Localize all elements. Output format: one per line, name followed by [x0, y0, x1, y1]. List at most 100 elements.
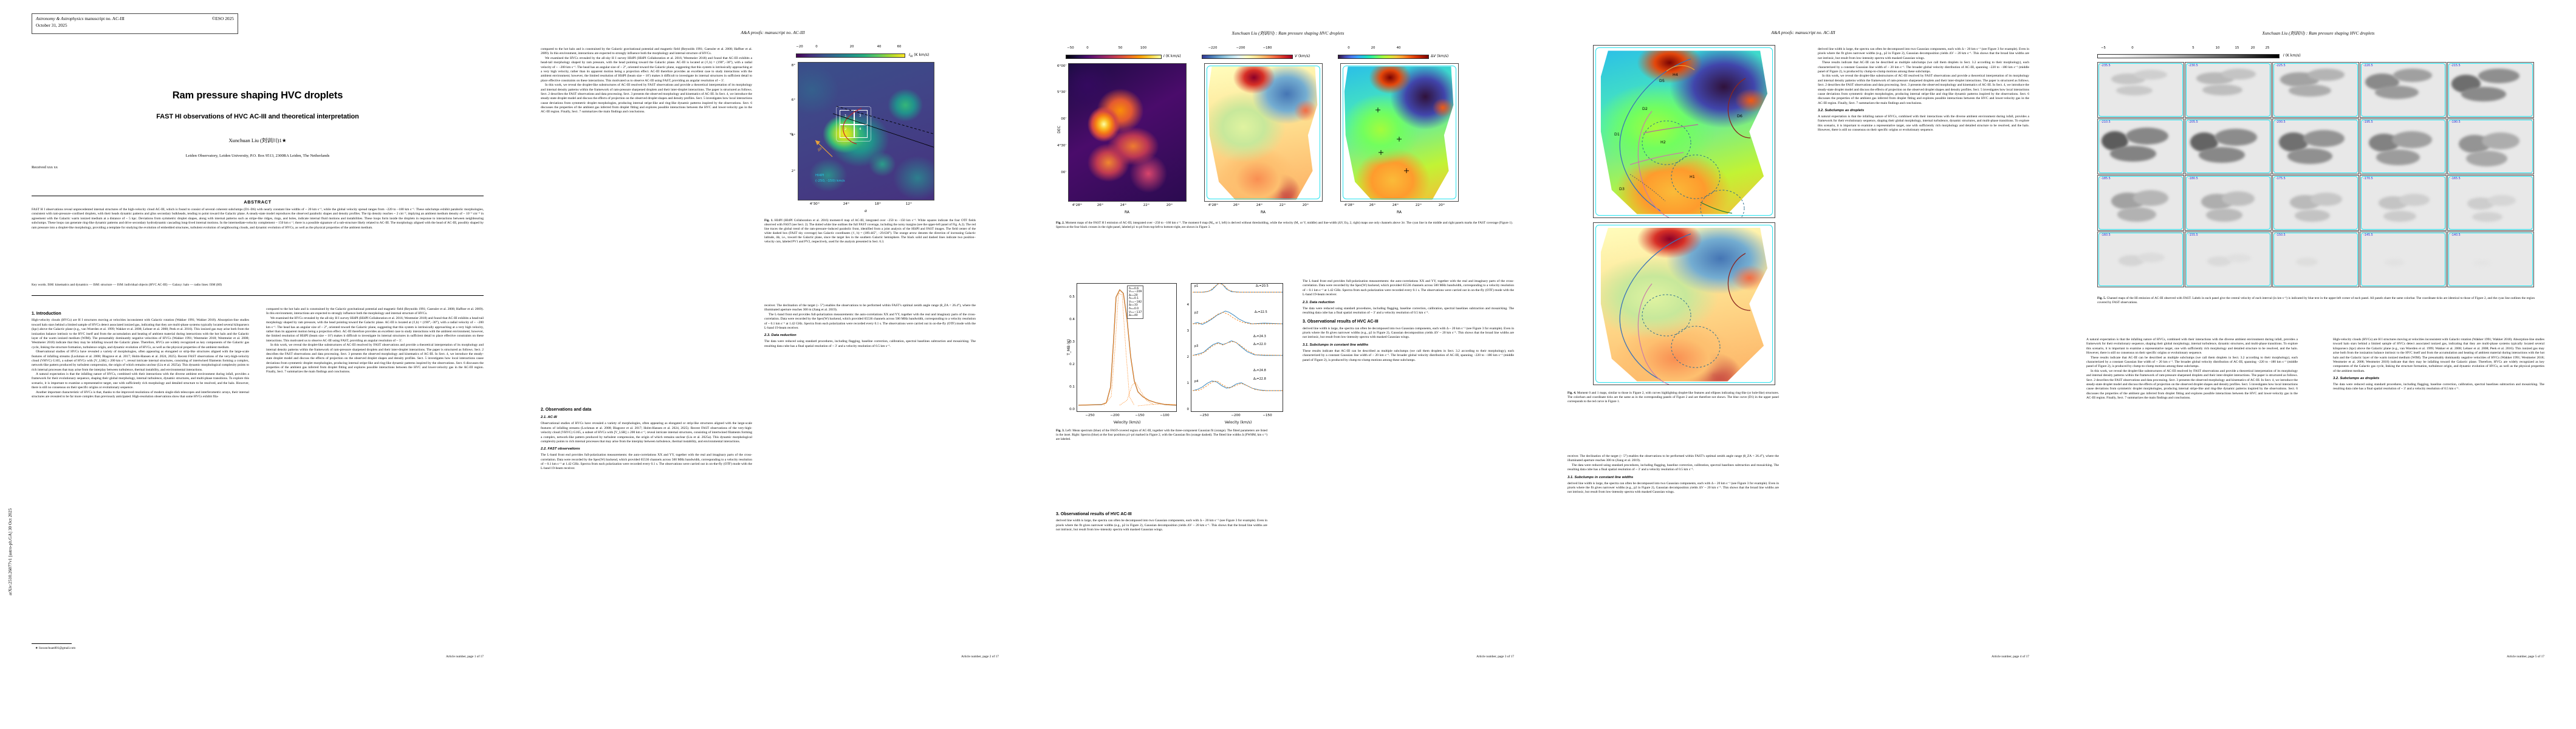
channel-image — [2448, 232, 2533, 287]
fig2-xtick: 22ᵐ — [1143, 204, 1150, 207]
fig1-ytick: 6° — [791, 98, 795, 102]
fig4-label-D5: D5 — [1659, 78, 1665, 83]
paragraph: receiver. The declination of the target … — [764, 304, 976, 312]
channel-map: -225.5 — [2272, 62, 2359, 118]
page5-column-2: High-velocity clouds (HVCs) are H I stru… — [2333, 338, 2544, 635]
fig3-trace-width-p4-a: Δ₁=24.8 — [1253, 369, 1266, 372]
paragraph: These results indicate that AC-III can b… — [1818, 61, 2029, 74]
section-heading-fast-obs: 2.2. FAST observations — [541, 447, 580, 451]
page2-column-1: compared to the hot halo and is constrai… — [541, 47, 752, 400]
fit-param: V₃=−137 — [1129, 310, 1142, 314]
abstract-label: ABSTRACT — [244, 199, 272, 205]
fig1-caption-label: Fig. 1. — [764, 219, 773, 222]
page2-column-1-lower: 2. Observations and data 2.1. AC-III Obs… — [541, 403, 752, 634]
channel-map: -195.5 — [2360, 118, 2447, 174]
fig3-left-ytick: 0.2 — [1069, 363, 1075, 366]
paragraph: Observational studies of HVCs have revea… — [541, 422, 752, 443]
fig4-bottom-image-data — [1600, 227, 1768, 382]
fig1-xtick: 12ᵐ — [905, 202, 913, 206]
paragraph: The data were reduced using standard pro… — [2333, 383, 2544, 391]
fig4-label-D3: D3 — [1619, 187, 1625, 191]
paragraph: receiver. The declination of the target … — [1567, 454, 1779, 463]
section-heading-observations: 2. Observations and data — [541, 408, 592, 412]
fig1-box-label-4: 4 — [859, 128, 862, 131]
footnote-divider — [32, 643, 72, 644]
fig2-panelB-axes — [1204, 63, 1323, 202]
fig3-trace-width-p2: Δ₁=22.5 — [1255, 310, 1267, 314]
page-1: arXiv:2510.26077v1 [astro-ph.GA] 30 Oct … — [0, 0, 515, 729]
channel-map: -165.5 — [2447, 175, 2534, 231]
fit-param: Δ₃=40 — [1129, 314, 1138, 318]
paragraph: Another important characteristic of HVCs… — [32, 390, 249, 399]
paragraph: High-velocity clouds (HVCs) are H I stru… — [32, 318, 249, 349]
keywords-label: Key words. — [32, 283, 47, 287]
channel-map: -200.5 — [2272, 118, 2359, 174]
fig2-xtick: 26ᵐ — [1097, 204, 1104, 207]
channel-map: -185.5 — [2097, 175, 2184, 231]
received-line: Received xxx xx — [32, 165, 58, 169]
fig3-right-ytick: 2 — [1187, 355, 1189, 359]
fig2-panelC-colorbar-ticks: 0 20 40 — [1348, 46, 1401, 50]
fig2-xtick: 22ᵐ — [1279, 204, 1286, 207]
page3-column-2: The L-band front end provides full-polar… — [1303, 279, 1514, 632]
page4-column-2: derived line width is large, the spectra… — [1818, 47, 2029, 631]
paragraph: In this work, we reveal the droplet-like… — [541, 83, 752, 114]
fig3-trace-width-p4-b: Δ₂=22.8 — [1253, 377, 1266, 381]
page5-column-1: A natural expectation is that the infall… — [2086, 338, 2298, 635]
arxiv-stamp: arXiv:2510.26077v1 [astro-ph.GA] 30 Oct … — [7, 508, 13, 595]
running-head: Xunchuan Liu (刘训川) : Ram pressure shapin… — [1231, 31, 1345, 36]
running-head: A&A proofs: manuscript no. AC-III — [741, 30, 805, 35]
fig3-right-x-axis-title: Velocity (km/s) — [1224, 420, 1252, 425]
paragraph: In this work, we reveal the droplet-like… — [1818, 74, 2029, 105]
paragraph: compared to the hot halo and is constrai… — [266, 307, 484, 316]
fig2-y-axis-title: DEC — [1057, 126, 1061, 134]
paragraph: These results indicate that AC-III can b… — [2086, 355, 2298, 369]
fig2-x-axis-title: RA — [1396, 210, 1402, 214]
section-heading-results: 3. Observational results of HVC AC-III — [1303, 320, 1379, 324]
fig2-caption-label: Fig. 2. — [1056, 221, 1065, 225]
channel-map: -230.5 — [2185, 62, 2272, 118]
fig3-trace-width-p3-a: Δ₁=24.3 — [1253, 335, 1266, 338]
fig1-xtick: 4ʰ30ᵐ — [809, 202, 820, 206]
page-title: Ram pressure shaping HVC droplets — [172, 90, 343, 101]
fig1-survey-label: HI4PI — [815, 174, 824, 177]
page-footer: Article number, page 1 of 17 — [445, 655, 484, 659]
fit-param: Δ₂=33 — [1129, 304, 1138, 307]
fig2-panelC-axes — [1340, 63, 1459, 202]
footnote-email: ★ liuxunchuan001@gmail.com — [35, 646, 76, 650]
paragraph: The L-band front end provides full-polar… — [1303, 279, 1514, 297]
fig1-colorbar — [796, 53, 905, 58]
channel-map: -170.5 — [2360, 175, 2447, 231]
affiliation: Leiden Observatory, Leiden University, P… — [185, 154, 330, 158]
fig4-label-H2: H2 — [1660, 140, 1666, 145]
fig2-x-axis-title: RA — [1260, 210, 1266, 214]
abstract-rule-bottom — [32, 295, 484, 296]
fig4-caption-label: Fig. 4. — [1567, 391, 1577, 395]
channel-velocity-label: -200.5 — [2276, 120, 2286, 124]
fig3-trace-width-p1: Δ₁=20.5 — [1256, 284, 1269, 288]
fig3-trace-label-p2: p2 — [1194, 311, 1199, 315]
fig3-left-ytick: 0.0 — [1069, 408, 1075, 411]
fig3-right-spectra-plot — [1192, 284, 1283, 391]
fig3-left-xtick: −250 — [1085, 414, 1095, 417]
fig1-image-data — [798, 63, 934, 200]
keywords-body: ISM: kinematics and dynamics — ISM: stru… — [47, 283, 222, 287]
page-3: Xunchuan Liu (刘训川) : Ram pressure shapin… — [1030, 0, 1546, 729]
fig3-left-xtick: −150 — [1135, 414, 1145, 417]
fig5-colorbar — [2097, 54, 2280, 58]
fig1-parabolic-front-curve — [815, 106, 934, 157]
running-head: Xunchuan Liu (刘训川) : Ram pressure shapin… — [2262, 31, 2375, 36]
fig2-ytick: 00' — [1061, 117, 1066, 121]
figure-2-caption: Fig. 2. Moment maps of the FAST H I emis… — [1056, 221, 1513, 230]
paragraph: The L-band front end provides full-polar… — [764, 312, 976, 330]
fig2-panelC-colorbar-label: ΔV (km/s) — [1431, 54, 1449, 58]
fig4-bottom-fast-coverage — [1595, 225, 1773, 383]
page4-column-1-lower: receiver. The declination of the target … — [1567, 454, 1779, 631]
channel-velocity-label: -235.5 — [2101, 64, 2111, 67]
channel-map: -175.5 — [2272, 175, 2359, 231]
fig4-top-panel-axes: D5 H4 D2 D1 D3 D6 H2 H1 — [1593, 45, 1775, 218]
fig4-caption-text: Moment 0 and 1 maps, similar to those in… — [1567, 391, 1780, 403]
page-footer: Article number, page 3 of 17 — [1476, 655, 1514, 659]
page-footer: Article number, page 5 of 17 — [2506, 655, 2544, 659]
channel-velocity-label: -185.5 — [2101, 177, 2111, 180]
